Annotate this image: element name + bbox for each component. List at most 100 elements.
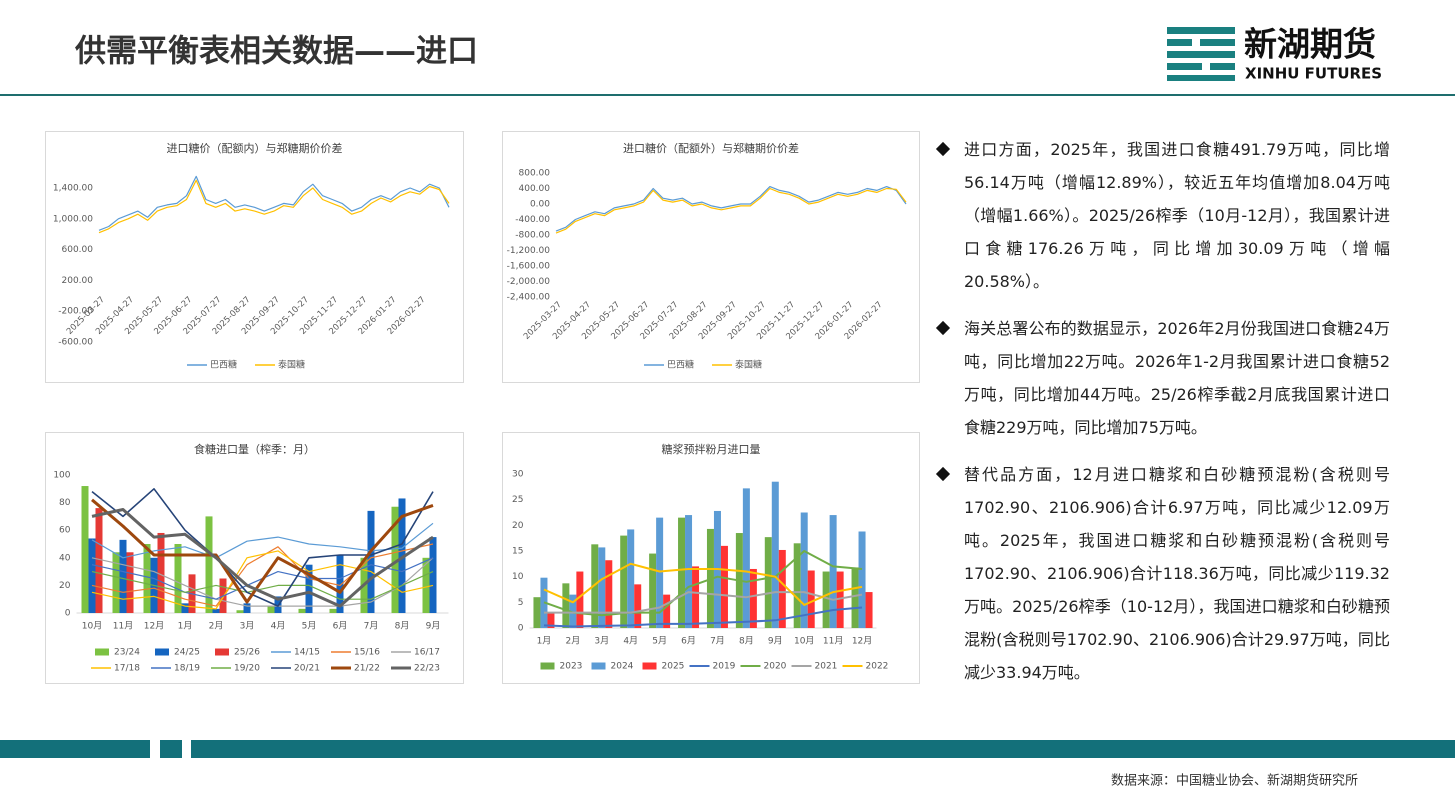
legend-label: 17/18 xyxy=(114,664,140,674)
x-tick-label: 8月 xyxy=(739,636,754,647)
series-line xyxy=(91,571,434,600)
chart-frame: 进口糖价（配额外）与郑糖期价价差 800.00 400.00 0.00 -400.00 -… xyxy=(502,131,920,383)
y-tick-label: 800.00 xyxy=(519,169,551,179)
series-line xyxy=(543,550,863,617)
bar xyxy=(243,603,251,613)
legend-label: 15/16 xyxy=(354,648,380,658)
bar xyxy=(822,571,830,628)
bar xyxy=(298,608,306,613)
page-title: 供需平衡表相关数据——进口 xyxy=(74,34,478,70)
legend-label: 25/26 xyxy=(234,648,260,658)
y-tick-label: 20 xyxy=(59,581,71,591)
bar xyxy=(685,515,693,628)
series-line xyxy=(98,179,450,234)
chart: 进口糖价（配额内）与郑糖期价价差 -600.00 -200.00 200.00 600.… xyxy=(53,141,450,371)
bar xyxy=(742,488,750,628)
chart-title: 进口糖价（配额内）与郑糖期价价差 xyxy=(167,141,343,155)
bar xyxy=(547,612,555,628)
bar xyxy=(836,571,844,628)
bar xyxy=(429,537,437,613)
legend-swatch xyxy=(215,648,229,656)
y-tick-label: 40 xyxy=(59,553,71,563)
logo-en: XINHU FUTURES xyxy=(1245,65,1382,83)
legend-label: 16/17 xyxy=(414,648,440,658)
x-tick-label: 7月 xyxy=(364,621,379,632)
series-line xyxy=(91,498,434,604)
x-tick-label: 1月 xyxy=(178,621,193,632)
y-tick-label: 60 xyxy=(59,526,71,536)
bar xyxy=(865,592,873,628)
footer-band xyxy=(160,740,182,758)
bar xyxy=(533,597,541,628)
legend-label: 21/22 xyxy=(354,664,380,674)
bar xyxy=(398,498,406,613)
bar xyxy=(236,610,244,613)
x-tick-label: 11月 xyxy=(113,621,133,632)
x-tick-label: 5月 xyxy=(302,621,317,632)
bar xyxy=(771,481,779,628)
series-line xyxy=(98,175,450,231)
x-tick-label: 2月 xyxy=(566,636,581,647)
bar xyxy=(267,606,275,613)
footer-band xyxy=(0,740,150,758)
x-tick-label: 10月 xyxy=(82,621,102,632)
x-tick-label: 6月 xyxy=(333,621,348,632)
bar xyxy=(663,594,671,628)
bar xyxy=(95,508,103,613)
x-tick-label: 1月 xyxy=(537,636,552,647)
series-line xyxy=(91,557,434,607)
legend-swatch xyxy=(95,648,109,656)
legend-label: 2024 xyxy=(611,662,634,672)
y-tick-label: 0 xyxy=(65,609,71,619)
footer: 数据来源：中国糖业协会、新湖期货研究所 xyxy=(0,740,1455,789)
header-rule xyxy=(0,94,1455,96)
y-tick-label: 400.00 xyxy=(519,184,551,194)
chart-frame: 糖浆预拌粉月进口量 0 5 10 15 20 25 30 1月 2月 3月 4月 5月 6月 7月 8月 9月 1… xyxy=(502,432,920,684)
logo-icon xyxy=(1167,27,1235,81)
bar xyxy=(720,545,728,628)
legend-label: 19/20 xyxy=(234,664,260,674)
y-tick-label: 80 xyxy=(59,498,71,508)
y-tick-label: -2,400.00 xyxy=(507,293,551,303)
source: 数据来源：中国糖业协会、新湖期货研究所 xyxy=(1111,773,1358,789)
x-tick-label: 5月 xyxy=(652,636,667,647)
x-tick-label: 7月 xyxy=(710,636,725,647)
y-tick-label: 1,000.00 xyxy=(53,214,93,224)
x-tick-label: 11月 xyxy=(823,636,843,647)
bar xyxy=(620,535,628,628)
chart-title: 食糖进口量（榨季：月） xyxy=(194,442,315,456)
y-tick-label: 200.00 xyxy=(62,276,94,286)
bullet: 海关总署公布的数据显示，2026年2月份我国进口食糖24万吨，同比增加22万吨。… xyxy=(935,312,1390,444)
series-line xyxy=(543,562,863,606)
bar xyxy=(749,568,757,628)
bar xyxy=(598,547,606,628)
bar xyxy=(181,603,189,613)
x-tick-label: 4月 xyxy=(271,621,286,632)
x-tick-label: 12月 xyxy=(852,636,872,647)
x-tick-label: 12月 xyxy=(144,621,164,632)
series-line xyxy=(91,488,434,607)
chart-title: 进口糖价（配额外）与郑糖期价价差 xyxy=(623,141,799,155)
bar xyxy=(764,537,772,628)
legend-label: 2022 xyxy=(866,662,889,672)
y-tick-label: 100 xyxy=(53,471,70,481)
y-tick-label: -1,200.00 xyxy=(507,246,551,256)
bar xyxy=(157,532,165,613)
x-tick-label: 3月 xyxy=(594,636,609,647)
bullet-icon xyxy=(935,320,951,336)
chart: 食糖进口量（榨季：月） 0 20 40 60 80 100 10月 11月 12月 1月 2月 3月 4月… xyxy=(53,442,449,674)
bullet-list: 进口方面，2025年，我国进口食糖491.79万吨，同比增56.14万吨（增幅1… xyxy=(935,133,1390,703)
y-tick-label: 0.00 xyxy=(530,200,550,210)
y-tick-label: 0 xyxy=(518,624,524,634)
bar xyxy=(634,584,642,628)
y-tick-label: 25 xyxy=(512,495,523,505)
legend-label: 2019 xyxy=(713,662,736,672)
bar xyxy=(174,544,182,613)
x-tick-label: 4月 xyxy=(623,636,638,647)
chart-frame: 进口糖价（配额内）与郑糖期价价差 -600.00 -200.00 200.00 600.… xyxy=(45,131,464,383)
y-tick-label: -600.00 xyxy=(58,338,93,348)
legend-swatch xyxy=(155,648,169,656)
x-tick-label: 8月 xyxy=(395,621,410,632)
